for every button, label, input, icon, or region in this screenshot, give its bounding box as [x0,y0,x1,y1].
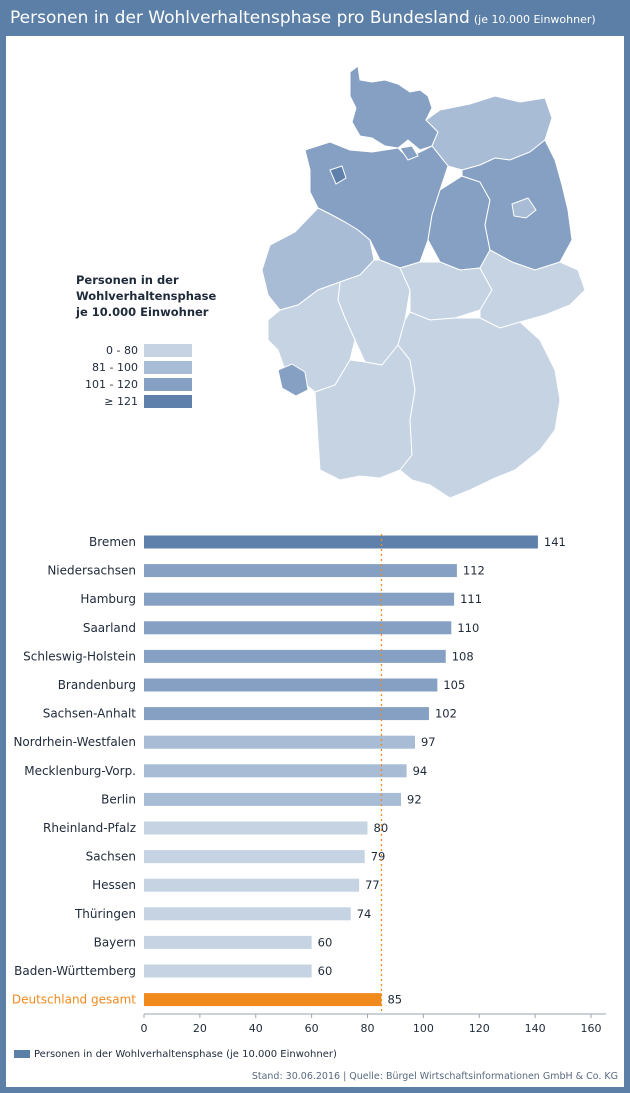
map-region-schleswig-holstein [349,65,439,151]
legend-swatch [144,395,192,408]
legend-item-label: 0 - 80 [106,344,138,357]
legend-title-line: Personen in der [76,273,179,287]
germany-map [261,65,586,499]
title-text: Personen in der Wohlverhaltensphase pro … [10,8,470,28]
map-region-thueringen [399,261,493,321]
map-region-berlin [511,197,537,219]
legend-item-label: ≥ 121 [104,395,138,408]
legend-title-line: Wohlverhaltensphase [76,289,217,303]
header-bar: Personen in der Wohlverhaltensphase pro … [0,0,630,36]
legend-swatch [144,361,192,374]
source-note: Stand: 30.06.2016 | Quelle: Bürgel Wirts… [251,1071,618,1082]
legend-item-label: 81 - 100 [92,361,138,374]
map-legend-title: Personen in der Wohlverhaltensphase je 1… [76,272,226,320]
legend-title-line: je 10.000 Einwohner [76,305,209,319]
page-title: Personen in der Wohlverhaltensphase pro … [10,8,596,28]
legend-series-label: Personen in der Wohlverhaltensphase (je … [34,1049,337,1060]
map-region-bremen [329,165,347,185]
title-subtitle: (je 10.000 Einwohner) [473,13,596,26]
map-region-sachsen [479,249,586,329]
legend-swatch [144,378,192,391]
legend-item-label: 101 - 120 [85,378,138,391]
map-region-bayern [397,311,561,499]
map-region-saarland [277,363,309,397]
map-region-hamburg [399,145,419,161]
legend-swatch [144,344,192,357]
legend-swatch [14,1050,30,1058]
chart-legend: Personen in der Wohlverhaltensphase (je … [14,1049,337,1060]
